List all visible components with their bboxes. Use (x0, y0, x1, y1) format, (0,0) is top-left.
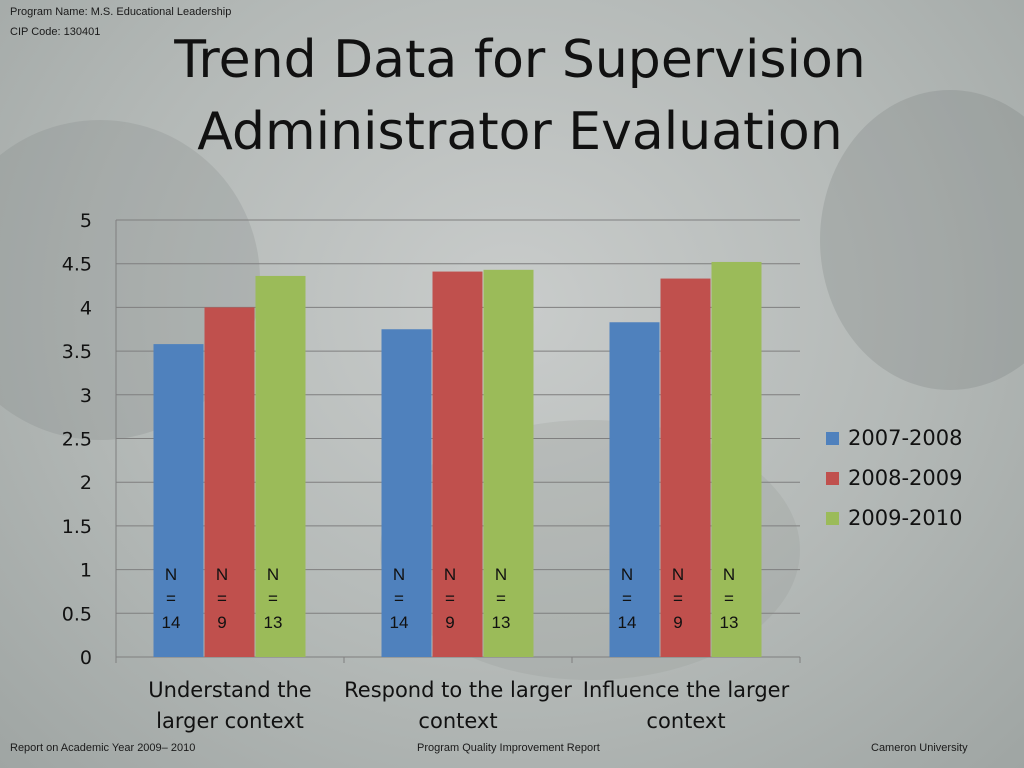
y-tick-label: 0 (80, 647, 92, 669)
n-label: 9 (217, 613, 226, 632)
n-label: = (496, 589, 506, 608)
footer-center: Program Quality Improvement Report (417, 742, 600, 754)
n-label: = (673, 589, 683, 608)
n-label: = (268, 589, 278, 608)
chart-legend: 2007-2008 2008-2009 2009-2010 (826, 418, 962, 538)
footer-left: Report on Academic Year 2009– 2010 (10, 742, 196, 754)
n-label: 14 (390, 613, 409, 632)
bar-2009-2010 (255, 275, 306, 657)
n-label: = (166, 589, 176, 608)
y-tick-label: 3.5 (62, 341, 92, 363)
n-label: N (216, 565, 228, 584)
y-tick-label: 2.5 (62, 429, 92, 451)
y-tick-label: 4 (80, 297, 92, 319)
n-label: 14 (162, 613, 181, 632)
n-label: 14 (618, 613, 637, 632)
category-label: Understand the (148, 678, 311, 702)
program-name: Program Name: M.S. Educational Leadershi… (10, 6, 232, 18)
legend-swatch-2009-2010 (826, 511, 839, 525)
n-label: 13 (720, 613, 739, 632)
legend-swatch-2007-2008 (826, 431, 839, 445)
legend-item: 2007-2008 (826, 418, 962, 458)
y-tick-label: 4.5 (62, 254, 92, 276)
bar-2009-2010 (711, 261, 762, 657)
category-label: larger context (156, 709, 304, 733)
y-tick-label: 0.5 (62, 603, 92, 625)
n-label: = (445, 589, 455, 608)
page-title: Trend Data for Supervision Administrator… (120, 24, 920, 168)
n-label: = (217, 589, 227, 608)
y-tick-label: 5 (80, 210, 92, 232)
background-shape (820, 90, 1024, 390)
bar-2009-2010 (483, 269, 534, 657)
y-tick-label: 2 (80, 472, 92, 494)
legend-label: 2009-2010 (848, 506, 963, 530)
n-label: N (621, 565, 633, 584)
n-label: N (267, 565, 279, 584)
n-label: N (444, 565, 456, 584)
legend-label: 2007-2008 (848, 426, 963, 450)
category-label: context (418, 709, 497, 733)
bar-2007-2008 (609, 322, 660, 657)
legend-swatch-2008-2009 (826, 471, 839, 485)
bar-2008-2009 (204, 307, 255, 657)
n-label: 13 (492, 613, 511, 632)
legend-item: 2009-2010 (826, 498, 962, 538)
y-tick-label: 1.5 (62, 516, 92, 538)
category-label: Respond to the larger (344, 678, 572, 702)
bar-2007-2008 (153, 344, 204, 657)
y-tick-label: 3 (80, 385, 92, 407)
footer-right: Cameron University (871, 742, 968, 754)
cip-code: CIP Code: 130401 (10, 26, 101, 38)
n-label: N (165, 565, 177, 584)
n-label: = (724, 589, 734, 608)
title-line-2: Administrator Evaluation (197, 102, 843, 162)
category-label: context (646, 709, 725, 733)
n-label: N (393, 565, 405, 584)
n-label: = (394, 589, 404, 608)
legend-item: 2008-2009 (826, 458, 962, 498)
y-tick-label: 1 (80, 560, 92, 582)
n-label: N (672, 565, 684, 584)
n-label: 9 (445, 613, 454, 632)
n-label: 9 (673, 613, 682, 632)
bar-2008-2009 (432, 271, 483, 657)
n-label: N (495, 565, 507, 584)
n-label: N (723, 565, 735, 584)
legend-label: 2008-2009 (848, 466, 963, 490)
n-label: 13 (264, 613, 283, 632)
bar-2008-2009 (660, 278, 711, 657)
bar-2007-2008 (381, 329, 432, 657)
category-label: Influence the larger (583, 678, 790, 702)
n-label: = (622, 589, 632, 608)
title-line-1: Trend Data for Supervision (174, 30, 866, 90)
